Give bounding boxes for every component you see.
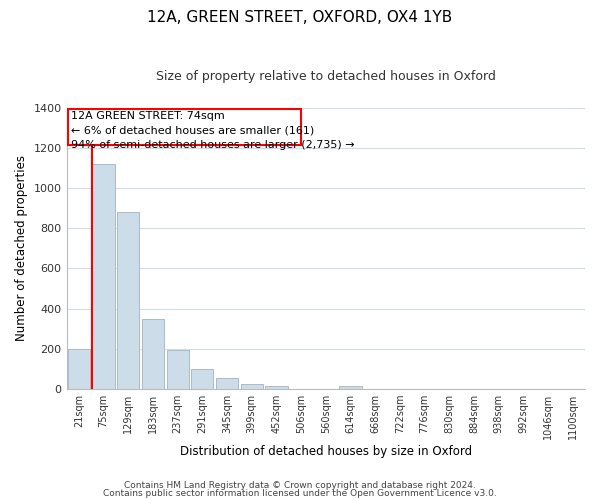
Text: Contains public sector information licensed under the Open Government Licence v3: Contains public sector information licen…	[103, 488, 497, 498]
FancyBboxPatch shape	[68, 109, 301, 145]
Bar	[142, 318, 164, 389]
Bar	[167, 350, 189, 389]
Text: 12A, GREEN STREET, OXFORD, OX4 1YB: 12A, GREEN STREET, OXFORD, OX4 1YB	[148, 10, 452, 25]
Bar	[340, 386, 362, 389]
Bar	[68, 348, 90, 389]
X-axis label: Distribution of detached houses by size in Oxford: Distribution of detached houses by size …	[180, 444, 472, 458]
Bar	[117, 212, 139, 389]
Bar	[216, 378, 238, 389]
Y-axis label: Number of detached properties: Number of detached properties	[15, 156, 28, 342]
Title: Size of property relative to detached houses in Oxford: Size of property relative to detached ho…	[156, 70, 496, 83]
Text: Contains HM Land Registry data © Crown copyright and database right 2024.: Contains HM Land Registry data © Crown c…	[124, 481, 476, 490]
Bar	[241, 384, 263, 389]
Bar	[92, 164, 115, 389]
Bar	[191, 369, 214, 389]
Bar	[265, 386, 287, 389]
Text: 12A GREEN STREET: 74sqm
← 6% of detached houses are smaller (161)
94% of semi-de: 12A GREEN STREET: 74sqm ← 6% of detached…	[71, 111, 355, 150]
